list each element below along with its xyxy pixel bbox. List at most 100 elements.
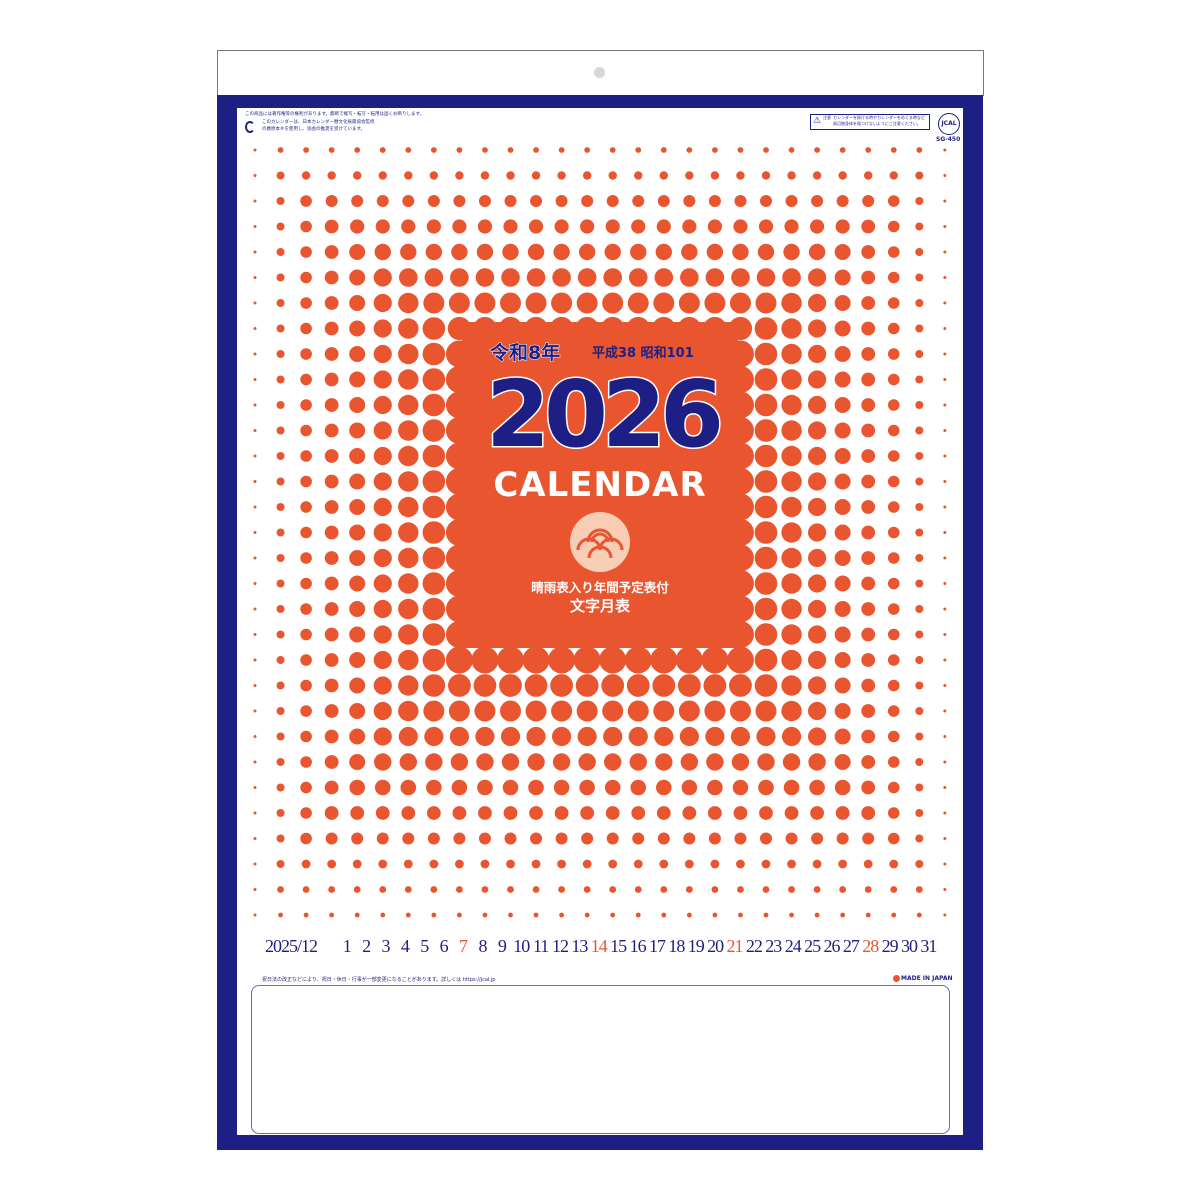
pattern-dot [398,700,419,722]
pattern-dot [861,602,876,616]
pattern-dot [808,650,827,670]
pattern-dot [529,806,543,820]
pattern-dot [729,674,752,697]
pattern-dot [943,607,947,611]
pattern-dot [756,268,776,287]
pattern-dot [548,646,576,674]
pattern-dot [838,859,848,869]
pattern-dot [500,700,521,722]
pattern-dot [551,700,573,722]
pattern-dot [253,378,257,381]
pattern-dot [530,195,543,207]
pattern-dot [650,646,678,674]
pattern-dot [759,806,773,820]
pattern-dot [708,806,722,820]
pattern-dot [677,674,701,697]
hanging-hole [594,67,605,78]
pattern-dot [276,299,285,307]
pattern-dot [324,678,339,693]
pattern-dot [375,806,390,820]
pattern-dot [756,726,776,747]
pattern-dot [398,343,419,365]
pattern-dot [861,270,876,285]
pattern-dot [380,912,386,918]
pattern-dot [423,292,445,314]
pattern-dot [350,806,365,820]
pattern-dot [710,859,720,869]
pattern-dot [632,832,645,845]
pattern-dot [915,528,924,537]
pattern-dot [887,348,900,360]
pattern-dot [686,147,693,153]
pattern-dot [399,753,417,771]
pattern-dot [781,522,802,543]
pattern-dot [527,753,545,771]
pattern-dot [781,318,802,339]
pattern-dot [324,423,339,438]
pattern-dot [788,886,795,893]
pattern-dot [473,674,497,697]
caution-label: 注意 [823,115,831,120]
pattern-dot [943,225,947,228]
pattern-dot [373,727,392,746]
pattern-dot [887,552,900,564]
pattern-dot [726,646,754,674]
pattern-dot [915,732,924,741]
pattern-dot [373,421,392,440]
pattern-dot [559,912,564,918]
pattern-dot [424,726,444,747]
pattern-dot [915,656,924,664]
pattern-dot [300,628,312,641]
pattern-dot [943,174,947,177]
pattern-dot [324,806,339,820]
pattern-dot [303,147,309,153]
pattern-dot [276,860,285,868]
pattern-dot [915,171,924,180]
pattern-dot [659,171,668,180]
pattern-dot [682,219,697,234]
pattern-dot [887,475,900,488]
pattern-dot [349,499,366,515]
pattern-dot [754,623,778,646]
pattern-dot [349,269,366,286]
pattern-dot [808,421,827,440]
pattern-dot [781,573,802,594]
pattern-dot [253,607,257,611]
pattern-dot [300,246,312,258]
pattern-dot [602,292,624,314]
pattern-dot [526,726,546,747]
pattern-dot [578,243,596,261]
pattern-dot [660,886,668,893]
pattern-dot [253,709,257,713]
jcal-logo: JCAL [938,113,960,135]
pattern-dot [684,859,694,869]
pattern-dot [276,401,285,409]
pattern-dot [480,171,490,180]
pattern-dot [376,195,389,207]
pattern-dot [474,292,496,314]
pattern-dot [943,378,947,381]
pattern-dot [482,147,488,153]
pattern-dot [398,573,419,594]
day-24: 24 [784,936,802,956]
pattern-dot [604,779,621,796]
pattern-dot [943,582,947,585]
pattern-dot [659,859,669,869]
pattern-dot [915,579,924,588]
pattern-dot [916,147,923,153]
pattern-dot [422,623,446,646]
pattern-dot [404,886,412,893]
pattern-dot [324,347,339,361]
pattern-dot [887,195,900,207]
pattern-dot [680,268,699,287]
day-1: 1 [342,936,352,956]
pattern-dot [504,195,517,207]
pattern-dot [808,243,826,261]
pattern-dot [575,674,599,697]
pattern-dot [374,779,391,796]
pattern-dot [324,398,339,412]
pattern-dot [861,321,876,336]
pattern-dot [477,779,493,796]
pattern-dot [400,779,417,796]
pattern-dot [577,726,597,747]
